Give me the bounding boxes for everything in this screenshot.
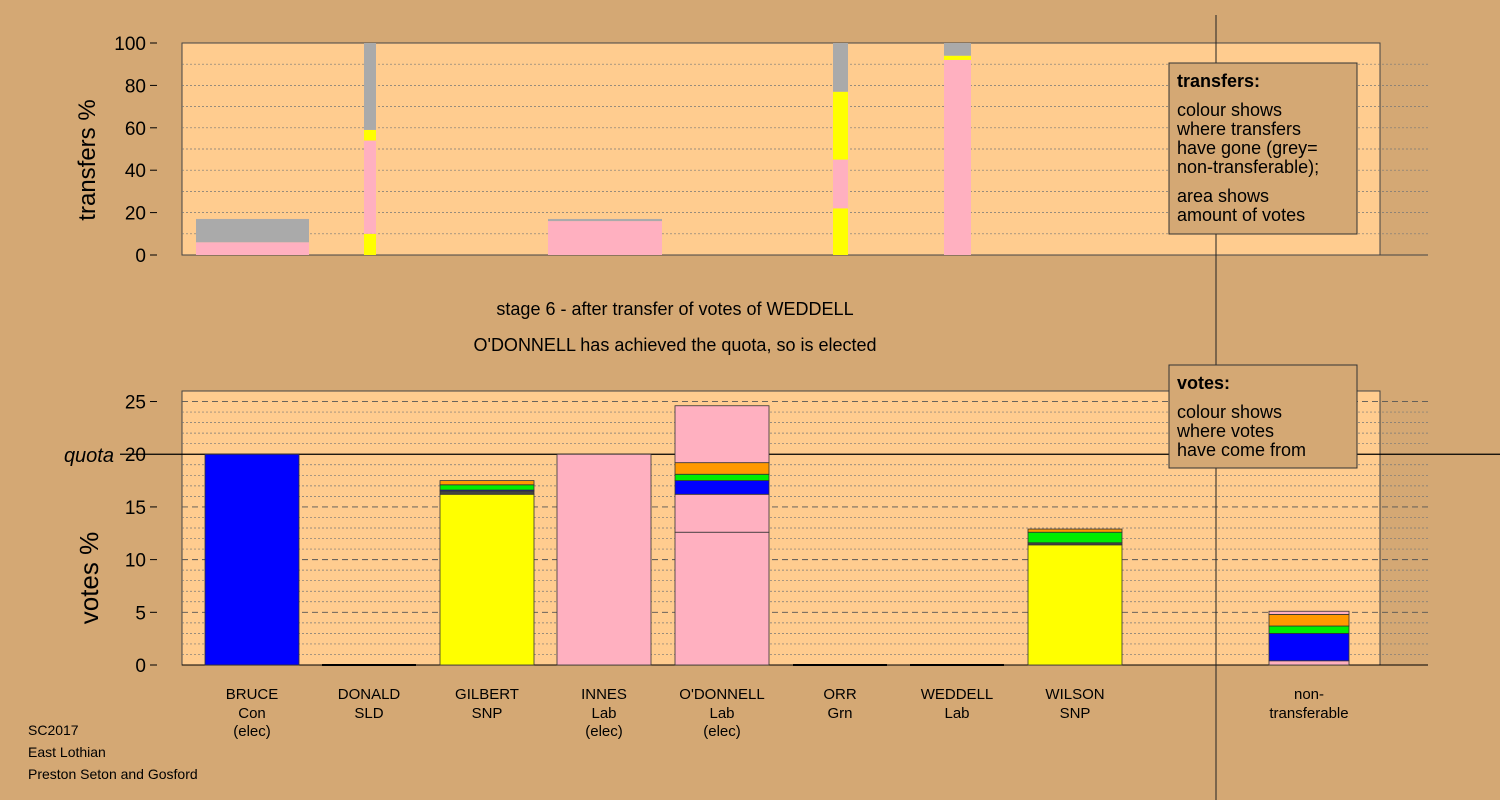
votes-legend-box [1168,364,1358,469]
transfers-bars [196,43,971,256]
votes-y-tick-label: 15 [125,498,146,519]
vote-segment-wilson [1027,531,1123,544]
votes-y-tick-label: 5 [135,603,146,624]
transfer-segment-orr [833,159,848,209]
transfers-legend-line: area shows [1177,186,1269,206]
transfer-segment-bruce [196,218,309,243]
transfers-y-tick-label: 60 [125,119,146,140]
vote-segment-wilson [1027,528,1123,533]
transfer-segment-donald [364,129,376,141]
candidate-name: BRUCE [226,686,279,703]
transfers-legend-line: amount of votes [1177,205,1305,225]
vote-segment-gilbert [439,493,535,666]
transfer-segment-weddell [944,43,971,56]
transfer-segment-donald [364,43,376,130]
transfers-legend-line: non-transferable); [1177,157,1319,177]
vote-segment-odonnell [674,480,770,495]
candidate-name: WEDDELL [921,686,994,703]
vote-segment-odonnell [674,462,770,475]
transfers-y-tick-label: 80 [125,76,146,97]
quota-label: quota [64,445,114,467]
transfer-segment-innes [548,221,662,255]
candidate-name: O'DONNELL [679,686,764,703]
candidate-name: WILSON [1045,686,1104,703]
transfers-gridlines [182,63,1428,256]
candidate-party: Con [238,705,266,722]
votes-legend-line: have come from [1177,440,1306,460]
transfers-legend-title: transfers: [1177,71,1260,91]
transfers-y-tick-label: 0 [135,246,146,267]
vote-segment-bruce [204,453,300,666]
transfers-legend-line: colour shows [1177,100,1282,120]
votes-y-ticks: 0 5 10 15 20 25 [125,393,157,677]
candidate-labels: BRUCECon(elec)DONALDSLDGILBERTSNPINNESLa… [226,686,1349,740]
candidate-name: INNES [581,686,627,703]
vote-segment-gilbert [439,490,535,495]
votes-y-tick-label: 0 [135,656,146,677]
vote-segment-non [1268,614,1350,627]
candidate-party: SNP [472,705,503,722]
vote-segment-non [1268,625,1350,634]
candidate-name: non- [1294,686,1324,703]
transfer-segment-innes [548,218,662,222]
transfers-y-axis-label: transfers % [74,99,101,220]
vote-segment-gilbert [439,480,535,486]
vote-segment-odonnell [674,493,770,533]
candidate-party: Lab [709,705,734,722]
votes-y-tick-label: 25 [125,393,146,414]
candidate-status: (elec) [703,723,741,740]
vote-segment-odonnell [674,531,770,666]
transfer-segment-donald [364,140,376,234]
votes-y-tick-label: 10 [125,551,146,572]
vote-segment-non [1268,660,1350,666]
transfer-segment-donald [364,233,376,255]
vote-segment-non [1268,610,1350,615]
candidate-name: ORR [823,686,857,703]
candidate-party: Lab [591,705,616,722]
transfer-segment-weddell [944,59,971,256]
candidate-name: GILBERT [455,686,519,703]
transfer-segment-orr [833,43,848,92]
transfer-segment-bruce [196,242,309,255]
vote-segment-non [1268,632,1350,662]
votes-legend: votes: colour shows where votes have com… [1168,364,1358,469]
candidate-status: (elec) [585,723,623,740]
transfers-legend-line: where transfers [1176,119,1301,139]
candidate-party: Grn [827,705,852,722]
candidate-party: Lab [944,705,969,722]
transfers-y-tick-label: 40 [125,161,146,182]
transfers-y-ticks: 0 20 40 60 80 100 [114,34,157,267]
vote-segment-innes [556,453,652,666]
candidate-name: DONALD [338,686,401,703]
candidate-party: transferable [1269,705,1348,722]
transfers-legend-box [1168,62,1358,235]
votes-legend-line: colour shows [1177,402,1282,422]
transfers-legend: transfers: colour shows where transfers … [1168,62,1358,235]
vote-segment-odonnell [674,473,770,481]
vote-segment-wilson [1027,544,1123,666]
transfers-legend-line: have gone (grey= [1177,138,1318,158]
vote-segment-gilbert [439,484,535,491]
footer-election: SC2017 [28,722,79,738]
transfer-segment-weddell [944,55,971,60]
footer-ward: Preston Seton and Gosford [28,766,198,782]
votes-legend-line: where votes [1176,421,1274,441]
transfers-y-tick-label: 100 [114,34,146,55]
transfers-y-tick-label: 20 [125,204,146,225]
votes-y-axis-label: votes % [74,532,104,625]
votes-y-tick-label: 20 [125,445,146,466]
candidate-party: SLD [354,705,383,722]
vote-segment-odonnell [674,405,770,464]
votes-legend-title: votes: [1177,373,1230,393]
transfer-segment-orr [833,91,848,160]
votes-bars [204,405,1350,666]
candidate-status: (elec) [233,723,271,740]
transfer-segment-orr [833,208,848,255]
footer-council: East Lothian [28,744,106,760]
stage-result: O'DONNELL has achieved the quota, so is … [474,335,877,355]
candidate-party: SNP [1060,705,1091,722]
stage-title: stage 6 - after transfer of votes of WED… [496,299,853,319]
